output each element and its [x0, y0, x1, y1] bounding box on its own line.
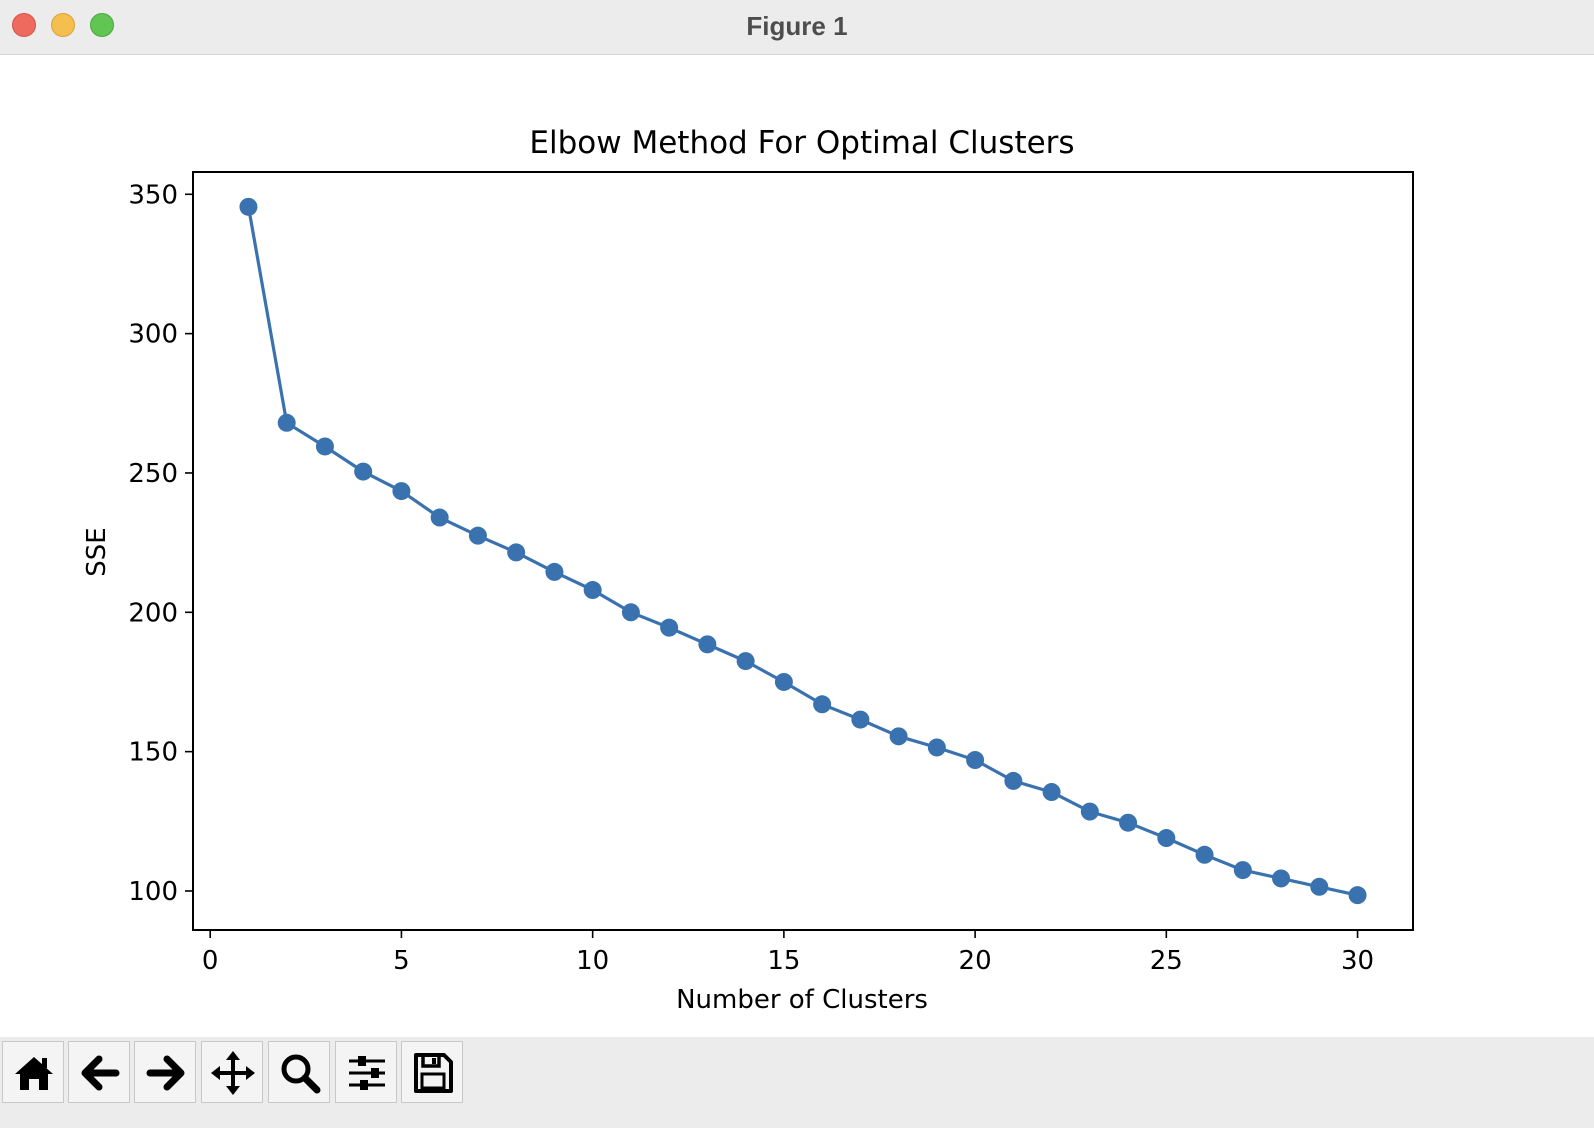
- figure-canvas[interactable]: Elbow Method For Optimal Clusters Number…: [0, 55, 1594, 1037]
- move-icon: [211, 1051, 255, 1095]
- save-button[interactable]: [401, 1041, 463, 1103]
- data-point: [1272, 869, 1291, 888]
- plot-frame: [192, 171, 1414, 931]
- x-tick-label: 30: [1341, 946, 1374, 976]
- sliders-icon: [349, 1056, 385, 1090]
- y-tick-label: 300: [128, 320, 178, 350]
- data-point: [851, 710, 870, 729]
- chart-title: Elbow Method For Optimal Clusters: [529, 125, 1074, 161]
- zoom-button[interactable]: [268, 1041, 330, 1103]
- data-point: [507, 543, 526, 562]
- arrow-left-icon: [81, 1055, 120, 1091]
- zoom-window-button[interactable]: [90, 13, 114, 37]
- close-window-button[interactable]: [12, 13, 36, 37]
- data-point: [1119, 813, 1138, 832]
- forward-button[interactable]: [134, 1041, 196, 1103]
- home-button[interactable]: [2, 1041, 64, 1103]
- data-point: [1042, 783, 1061, 802]
- data-point: [354, 462, 373, 481]
- data-point: [1157, 829, 1176, 848]
- data-point: [736, 652, 755, 671]
- data-point: [621, 603, 640, 622]
- data-point: [392, 482, 411, 501]
- data-point: [239, 197, 258, 216]
- x-tick-label: 5: [393, 946, 410, 976]
- x-tick-label: 15: [767, 946, 800, 976]
- data-point: [889, 727, 908, 746]
- elbow-chart: Elbow Method For Optimal Clusters Number…: [82, 125, 1414, 1015]
- data-point: [774, 672, 793, 691]
- y-tick-label: 200: [128, 598, 178, 628]
- magnifier-icon: [281, 1054, 321, 1094]
- x-tick-label: 20: [959, 946, 992, 976]
- data-point: [545, 562, 564, 581]
- title-bar: Figure 1: [0, 0, 1594, 55]
- x-tick-label: 25: [1150, 946, 1183, 976]
- data-point: [468, 526, 487, 545]
- data-point: [966, 751, 985, 770]
- data-point: [1004, 771, 1023, 790]
- pan-button[interactable]: [201, 1041, 263, 1103]
- data-point: [315, 437, 334, 456]
- minimize-window-button[interactable]: [51, 13, 75, 37]
- data-point: [813, 695, 832, 714]
- floppy-disk-icon: [414, 1053, 453, 1093]
- home-icon: [15, 1057, 53, 1090]
- data-point: [430, 508, 449, 527]
- x-tick-label: 0: [202, 946, 219, 976]
- y-tick-label: 250: [128, 459, 178, 489]
- x-tick-label: 10: [576, 946, 609, 976]
- y-tick-label: 150: [128, 738, 178, 768]
- data-point: [1195, 845, 1214, 864]
- back-button[interactable]: [68, 1041, 130, 1103]
- data-point: [583, 581, 602, 600]
- y-axis-label: SSE: [82, 527, 112, 576]
- data-point: [277, 413, 296, 432]
- arrow-right-icon: [146, 1055, 185, 1091]
- data-point: [1310, 877, 1329, 896]
- data-point: [1080, 802, 1099, 821]
- series-line: [246, 206, 1358, 897]
- navigation-toolbar: [0, 1037, 1594, 1128]
- data-point: [1348, 886, 1367, 905]
- data-point: [927, 738, 946, 757]
- data-point: [1233, 861, 1252, 880]
- x-axis-label: Number of Clusters: [676, 985, 928, 1015]
- window-title: Figure 1: [746, 11, 848, 41]
- y-tick-label: 100: [128, 877, 178, 907]
- configure-subplots-button[interactable]: [335, 1041, 397, 1103]
- y-tick-label: 350: [128, 180, 178, 210]
- data-point: [698, 635, 717, 654]
- data-point: [660, 618, 679, 637]
